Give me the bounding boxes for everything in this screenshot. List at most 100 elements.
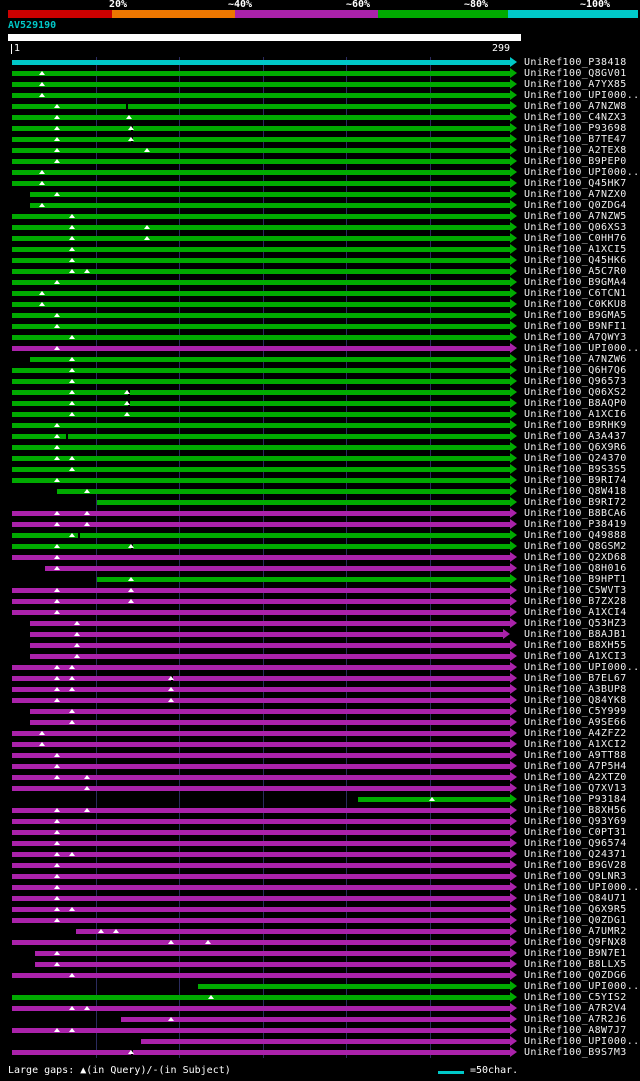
alignment-bar[interactable]	[12, 60, 510, 65]
alignment-bar[interactable]	[12, 71, 510, 76]
alignment-bar[interactable]	[97, 500, 510, 505]
alignment-label[interactable]: UniRef100_A3A437	[524, 431, 627, 442]
alignment-label[interactable]: UniRef100_A1XCI6	[524, 409, 627, 420]
alignment-bar[interactable]	[12, 852, 510, 857]
alignment-label[interactable]: UniRef100_UPI000...	[524, 167, 640, 178]
alignment-label[interactable]: UniRef100_Q0ZDG6	[524, 970, 627, 981]
alignment-label[interactable]: UniRef100_A2XTZ0	[524, 772, 627, 783]
alignment-bar[interactable]	[12, 764, 510, 769]
alignment-bar[interactable]	[12, 940, 510, 945]
alignment-label[interactable]: UniRef100_B8AQP0	[524, 398, 627, 409]
alignment-bar[interactable]	[30, 720, 510, 725]
alignment-label[interactable]: UniRef100_A7QWY3	[524, 332, 627, 343]
alignment-label[interactable]: UniRef100_UPI000...	[524, 343, 640, 354]
alignment-label[interactable]: UniRef100_B9RHK9	[524, 420, 627, 431]
alignment-bar[interactable]	[12, 258, 510, 263]
alignment-bar[interactable]	[12, 269, 510, 274]
alignment-label[interactable]: UniRef100_B9GMA4	[524, 277, 627, 288]
alignment-label[interactable]: UniRef100_Q84YK8	[524, 695, 627, 706]
alignment-label[interactable]: UniRef100_B8AJB1	[524, 629, 627, 640]
alignment-bar[interactable]	[197, 984, 510, 989]
alignment-bar[interactable]	[35, 962, 510, 967]
alignment-label[interactable]: UniRef100_Q45HK7	[524, 178, 627, 189]
alignment-label[interactable]: UniRef100_C5Y999	[524, 706, 627, 717]
alignment-label[interactable]: UniRef100_B8BCA6	[524, 508, 627, 519]
alignment-label[interactable]: UniRef100_Q2XD68	[524, 552, 627, 563]
alignment-bar[interactable]	[12, 687, 510, 692]
alignment-bar[interactable]	[12, 599, 510, 604]
alignment-label[interactable]: UniRef100_B8LLX5	[524, 959, 627, 970]
alignment-label[interactable]: UniRef100_B7TE47	[524, 134, 627, 145]
alignment-label[interactable]: UniRef100_A7R2V4	[524, 1003, 627, 1014]
alignment-bar[interactable]	[30, 643, 510, 648]
alignment-bar[interactable]	[12, 830, 510, 835]
alignment-bar[interactable]	[12, 610, 510, 615]
alignment-bar[interactable]	[12, 918, 510, 923]
alignment-bar[interactable]	[35, 951, 510, 956]
alignment-label[interactable]: UniRef100_A1XCI5	[524, 244, 627, 255]
alignment-bar[interactable]	[12, 291, 510, 296]
alignment-bar[interactable]	[12, 742, 510, 747]
alignment-bar[interactable]	[12, 225, 510, 230]
alignment-bar[interactable]	[12, 93, 510, 98]
alignment-label[interactable]: UniRef100_A7P5H4	[524, 761, 627, 772]
alignment-label[interactable]: UniRef100_C6TCN1	[524, 288, 627, 299]
alignment-bar[interactable]	[12, 368, 510, 373]
alignment-bar[interactable]	[12, 159, 510, 164]
alignment-label[interactable]: UniRef100_UPI000...	[524, 981, 640, 992]
alignment-label[interactable]: UniRef100_A7NZW6	[524, 354, 627, 365]
alignment-label[interactable]: UniRef100_B8XH56	[524, 805, 627, 816]
alignment-label[interactable]: UniRef100_B9S3S5	[524, 464, 627, 475]
alignment-bar[interactable]	[12, 445, 510, 450]
alignment-bar[interactable]	[12, 236, 510, 241]
alignment-label[interactable]: UniRef100_B9RI74	[524, 475, 627, 486]
alignment-bar[interactable]	[12, 841, 510, 846]
alignment-label[interactable]: UniRef100_A7NZW5	[524, 211, 627, 222]
alignment-bar[interactable]	[12, 555, 510, 560]
alignment-label[interactable]: UniRef100_A2TEX8	[524, 145, 627, 156]
alignment-label[interactable]: UniRef100_Q8W418	[524, 486, 627, 497]
alignment-bar[interactable]	[12, 698, 510, 703]
alignment-bar[interactable]	[12, 170, 510, 175]
alignment-label[interactable]: UniRef100_A9SE66	[524, 717, 627, 728]
alignment-label[interactable]: UniRef100_Q8GV01	[524, 68, 627, 79]
alignment-bar[interactable]	[12, 313, 510, 318]
alignment-label[interactable]: UniRef100_UPI000...	[524, 662, 640, 673]
alignment-bar[interactable]	[30, 621, 510, 626]
alignment-bar[interactable]	[30, 203, 510, 208]
alignment-label[interactable]: UniRef100_C0PT31	[524, 827, 627, 838]
alignment-label[interactable]: UniRef100_A5C7R0	[524, 266, 627, 277]
alignment-label[interactable]: UniRef100_P38418	[524, 57, 627, 68]
alignment-bar[interactable]	[12, 907, 510, 912]
alignment-bar[interactable]	[12, 82, 510, 87]
alignment-bar[interactable]	[12, 863, 510, 868]
alignment-label[interactable]: UniRef100_B9S7M3	[524, 1047, 627, 1058]
alignment-bar[interactable]	[12, 412, 510, 417]
alignment-bar[interactable]	[12, 731, 510, 736]
alignment-label[interactable]: UniRef100_Q6X9R5	[524, 904, 627, 915]
alignment-bar[interactable]	[12, 115, 510, 120]
alignment-label[interactable]: UniRef100_B9N7E1	[524, 948, 627, 959]
alignment-label[interactable]: UniRef100_B8XH55	[524, 640, 627, 651]
alignment-bar[interactable]	[12, 775, 510, 780]
alignment-label[interactable]: UniRef100_B7EL67	[524, 673, 627, 684]
alignment-bar[interactable]	[12, 148, 510, 153]
alignment-bar[interactable]	[12, 390, 510, 395]
alignment-bar[interactable]	[140, 1039, 510, 1044]
alignment-label[interactable]: UniRef100_C0KKU8	[524, 299, 627, 310]
alignment-label[interactable]: UniRef100_B9HPT1	[524, 574, 627, 585]
alignment-bar[interactable]	[12, 324, 510, 329]
alignment-bar[interactable]	[12, 434, 510, 439]
alignment-bar[interactable]	[12, 214, 510, 219]
alignment-label[interactable]: UniRef100_C5WVT3	[524, 585, 627, 596]
alignment-label[interactable]: UniRef100_B7ZX28	[524, 596, 627, 607]
alignment-label[interactable]: UniRef100_Q8GSM2	[524, 541, 627, 552]
alignment-bar[interactable]	[12, 1028, 510, 1033]
alignment-bar[interactable]	[12, 104, 510, 109]
alignment-label[interactable]: UniRef100_B9RI72	[524, 497, 627, 508]
alignment-label[interactable]: UniRef100_UPI000...	[524, 90, 640, 101]
alignment-label[interactable]: UniRef100_A4ZFZ2	[524, 728, 627, 739]
alignment-bar[interactable]	[12, 874, 510, 879]
alignment-label[interactable]: UniRef100_P38419	[524, 519, 627, 530]
alignment-bar[interactable]	[120, 1017, 510, 1022]
